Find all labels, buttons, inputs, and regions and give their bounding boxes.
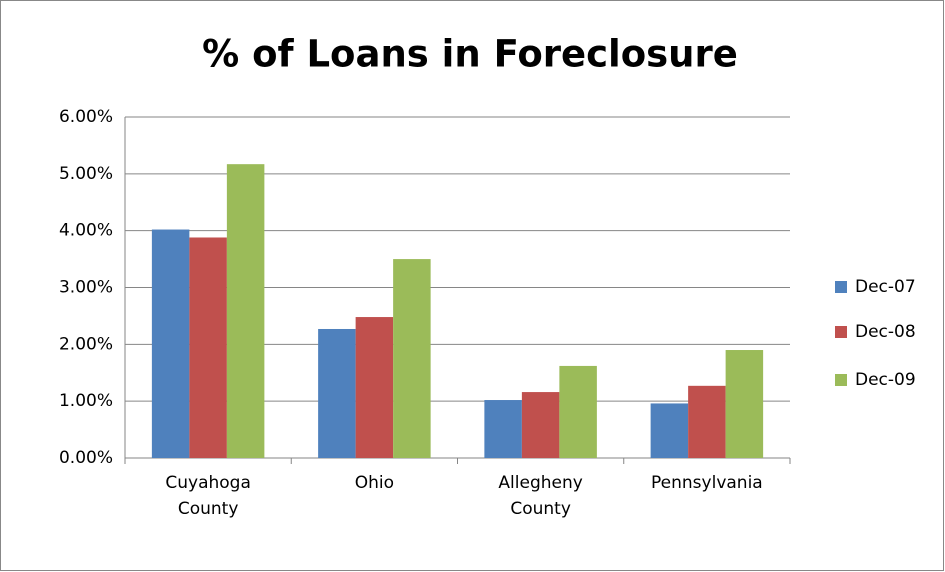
bar [521, 392, 560, 458]
x-tick-label: Cuyahoga County [165, 473, 251, 519]
legend-label: Dec-08 [855, 322, 916, 342]
bar [393, 259, 431, 458]
bar [318, 328, 356, 458]
x-tick-label: Ohio [354, 473, 395, 493]
bar [189, 237, 227, 458]
legend-label: Dec-07 [855, 277, 916, 297]
bar [484, 400, 522, 458]
y-tick-label: 5.00% [59, 164, 113, 184]
legend-swatch [835, 281, 847, 293]
x-tick-label: Pennsylvania [651, 473, 763, 493]
bar [725, 350, 764, 458]
y-tick-label: 1.00% [59, 391, 113, 411]
y-tick-label: 6.00% [59, 107, 113, 127]
legend-swatch [835, 374, 847, 386]
legend-label: Dec-09 [855, 370, 916, 390]
y-tick-label: 2.00% [59, 334, 113, 354]
bar [559, 365, 597, 458]
bar [226, 164, 265, 458]
bar [688, 385, 726, 458]
y-tick-label: 3.00% [59, 278, 113, 298]
y-tick-label: 0.00% [59, 448, 113, 468]
bar [650, 403, 689, 458]
bar [355, 317, 394, 458]
legend-swatch [835, 326, 847, 338]
chart-title: % of Loans in Foreclosure [202, 33, 738, 76]
y-tick-label: 4.00% [59, 221, 113, 241]
x-tick-label: Allegheny County [498, 473, 583, 519]
bar [151, 229, 190, 458]
